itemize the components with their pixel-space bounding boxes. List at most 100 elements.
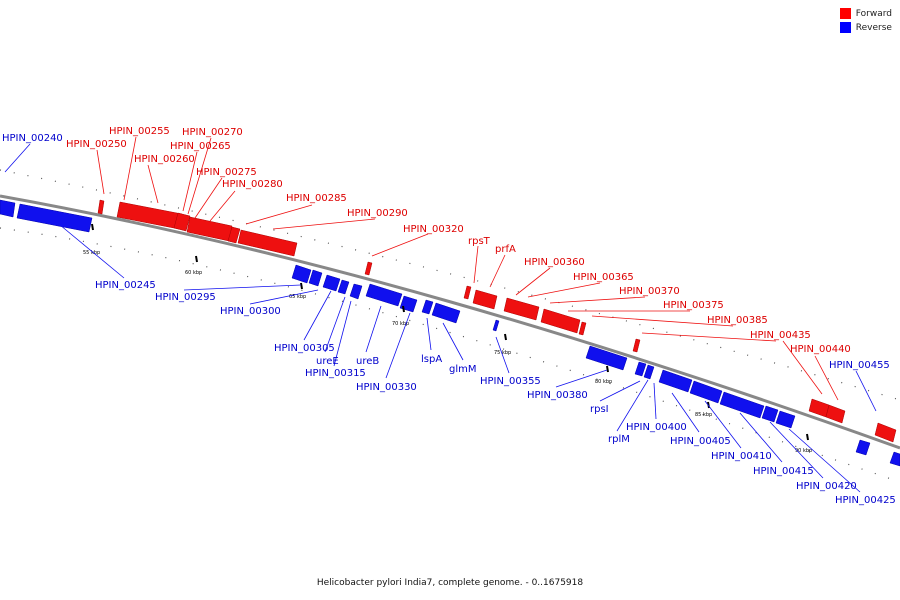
gene-label-reverse: HPIN_00455	[829, 360, 890, 371]
gene-label-reverse: HPIN_00330	[356, 382, 417, 393]
gene-reverse[interactable]	[337, 279, 350, 295]
gene-forward[interactable]	[632, 338, 641, 353]
tick-label: 60 kbp	[185, 270, 202, 276]
gene-label-forward: HPIN_00275	[196, 167, 257, 178]
gene-label-reverse: HPIN_00400	[626, 422, 687, 433]
gene-label-forward: HPIN_00375	[663, 300, 724, 311]
legend: Forward Reverse	[839, 8, 892, 36]
gene-reverse[interactable]	[365, 283, 403, 307]
gene-reverse[interactable]	[643, 364, 655, 380]
gene-reverse[interactable]	[308, 269, 323, 287]
gene-forward[interactable]	[227, 226, 241, 244]
gene-label-reverse: HPIN_00415	[753, 466, 814, 477]
tick-label: 70 kbp	[392, 321, 409, 327]
gene-reverse[interactable]	[719, 391, 765, 419]
tick-label: 85 kbp	[695, 412, 712, 418]
gene-label-reverse: HPIN_00380	[527, 390, 588, 401]
gene-forward[interactable]	[237, 229, 298, 257]
gene-label-reverse: HPIN_00300	[220, 306, 281, 317]
gene-label-forward: HPIN_00280	[222, 179, 283, 190]
gene-label-forward: HPIN_00385	[707, 315, 768, 326]
gene-label-forward: HPIN_00370	[619, 286, 680, 297]
gene-label-forward: HPIN_00270	[182, 127, 243, 138]
forward-swatch	[839, 8, 851, 19]
gene-label-forward: HPIN_00320	[403, 224, 464, 235]
gene-reverse[interactable]	[689, 380, 723, 404]
gene-reverse[interactable]	[0, 199, 16, 218]
legend-reverse: Reverse	[839, 22, 892, 33]
tick-label: 65 kbp	[289, 294, 306, 300]
gene-label-forward: HPIN_00440	[790, 344, 851, 355]
gene-forward[interactable]	[578, 321, 587, 336]
gene-label-forward: HPIN_00435	[750, 330, 811, 341]
tick-label: 90 kbp	[795, 448, 812, 454]
gene-label-reverse: HPIN_00405	[670, 436, 731, 447]
tick-label: 55 kbp	[83, 250, 100, 256]
gene-forward[interactable]	[503, 297, 540, 321]
inner-dot-track	[0, 227, 900, 483]
gene-label-reverse: HPIN_00425	[835, 495, 896, 506]
tick-label: 80 kbp	[595, 379, 612, 385]
gene-forward[interactable]	[540, 308, 581, 334]
gene-forward[interactable]	[463, 285, 472, 300]
tick-label: 75 kbp	[494, 350, 511, 356]
gene-reverse[interactable]	[399, 295, 418, 313]
gene-reverse[interactable]	[322, 274, 341, 292]
reverse-genes	[0, 199, 900, 467]
legend-forward-label: Forward	[855, 8, 892, 19]
gene-label-reverse: HPIN_00420	[796, 481, 857, 492]
gene-reverse[interactable]	[775, 410, 796, 429]
legend-reverse-label: Reverse	[855, 22, 892, 33]
gene-label-reverse: HPIN_00295	[155, 292, 216, 303]
gene-forward[interactable]	[808, 398, 830, 418]
gene-label-forward: HPIN_00360	[524, 257, 585, 268]
gene-label-reverse: ureE	[316, 356, 339, 367]
gene-reverse[interactable]	[421, 299, 434, 315]
gene-label-forward: rpsT	[468, 236, 491, 247]
gene-label-reverse: lspA	[421, 354, 442, 365]
forward-genes	[97, 199, 897, 443]
gene-label-forward: HPIN_00255	[109, 126, 170, 137]
gene-reverse[interactable]	[349, 283, 363, 300]
genome-backbone	[0, 194, 900, 450]
gene-label-forward: HPIN_00290	[347, 208, 408, 219]
gene-label-reverse: HPIN_00410	[711, 451, 772, 462]
gene-label-forward: prfA	[495, 244, 516, 255]
gene-label-reverse: HPIN_00355	[480, 376, 541, 387]
gene-reverse[interactable]	[431, 302, 461, 324]
gene-label-reverse: rpsI	[590, 404, 609, 415]
gene-reverse[interactable]	[761, 405, 779, 423]
gene-forward[interactable]	[874, 422, 897, 443]
gene-label-forward: HPIN_00365	[573, 272, 634, 283]
gene-label-forward: HPIN_00285	[286, 193, 347, 204]
gene-label-reverse: HPIN_00315	[305, 368, 366, 379]
gene-forward[interactable]	[472, 289, 498, 310]
gene-label-reverse: glmM	[449, 364, 477, 375]
gene-reverse[interactable]	[291, 264, 312, 284]
gene-forward[interactable]	[364, 261, 373, 276]
reverse-swatch	[839, 22, 851, 33]
gene-forward[interactable]	[97, 199, 105, 215]
gene-forward[interactable]	[186, 216, 233, 242]
gene-forward[interactable]	[173, 212, 191, 232]
gene-reverse[interactable]	[658, 369, 693, 393]
gene-reverse[interactable]	[889, 451, 900, 467]
gene-label-reverse: HPIN_00240	[2, 133, 63, 144]
gene-reverse[interactable]	[634, 361, 647, 377]
tick-marks	[91, 223, 809, 441]
gene-label-forward: HPIN_00250	[66, 139, 127, 150]
gene-reverse[interactable]	[855, 439, 871, 456]
legend-forward: Forward	[839, 8, 892, 19]
gene-reverse[interactable]	[585, 345, 628, 371]
gene-reverse[interactable]	[492, 319, 500, 332]
gene-label-reverse: ureB	[356, 356, 379, 367]
gene-forward[interactable]	[825, 404, 846, 424]
gene-label-forward: HPIN_00260	[134, 154, 195, 165]
gene-label-forward: HPIN_00265	[170, 141, 231, 152]
genome-caption: Helicobacter pylori India7, complete gen…	[316, 578, 584, 588]
gene-label-reverse: rplM	[608, 434, 630, 445]
gene-reverse[interactable]	[16, 203, 93, 233]
gene-label-reverse: HPIN_00245	[95, 280, 156, 291]
gene-label-reverse: HPIN_00305	[274, 343, 335, 354]
